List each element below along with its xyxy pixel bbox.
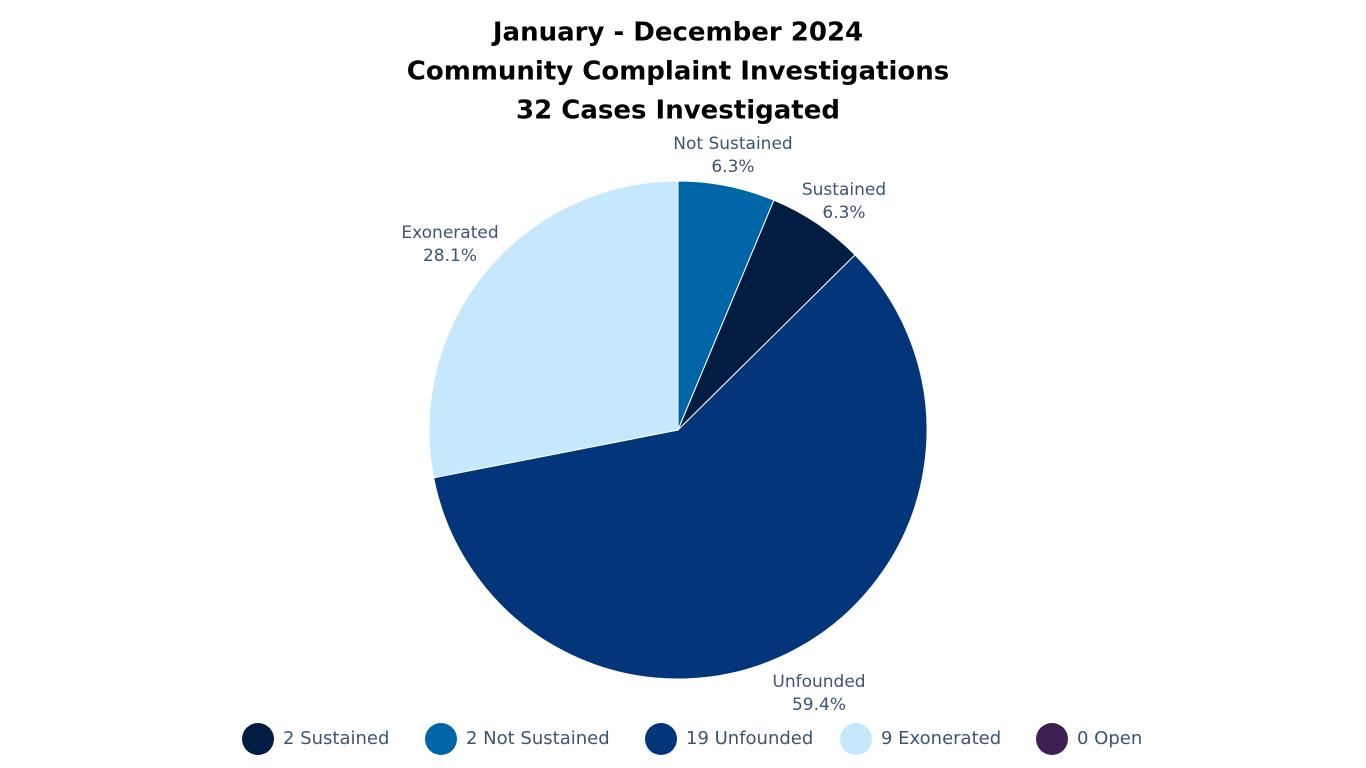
slice-value-label: 59.4% [792, 695, 846, 715]
slice-value-label: 28.1% [423, 246, 477, 266]
pie-slice [433, 254, 928, 680]
slice-label: Not Sustained [673, 134, 792, 154]
legend-label: 0 Open [1077, 728, 1142, 749]
slice-value-label: 6.3% [822, 203, 865, 223]
legend-swatch [840, 723, 872, 755]
chart-title: Community Complaint Investigations [407, 57, 949, 87]
legend-swatch [645, 723, 677, 755]
pie-slice [428, 180, 679, 479]
slice-label: Sustained [802, 180, 886, 200]
chart-title: 32 Cases Investigated [516, 96, 840, 126]
legend-label: 2 Sustained [283, 728, 389, 749]
legend-swatch [425, 723, 457, 755]
slice-label: Exonerated [401, 223, 498, 243]
legend-label: 2 Not Sustained [466, 728, 610, 749]
legend-label: 9 Exonerated [881, 728, 1001, 749]
legend-swatch [242, 723, 274, 755]
slice-label: Unfounded [772, 672, 865, 692]
legend-label: 19 Unfounded [686, 728, 813, 749]
slice-value-label: 6.3% [711, 157, 754, 177]
legend-swatch [1036, 723, 1068, 755]
chart-title: January - December 2024 [491, 18, 863, 48]
